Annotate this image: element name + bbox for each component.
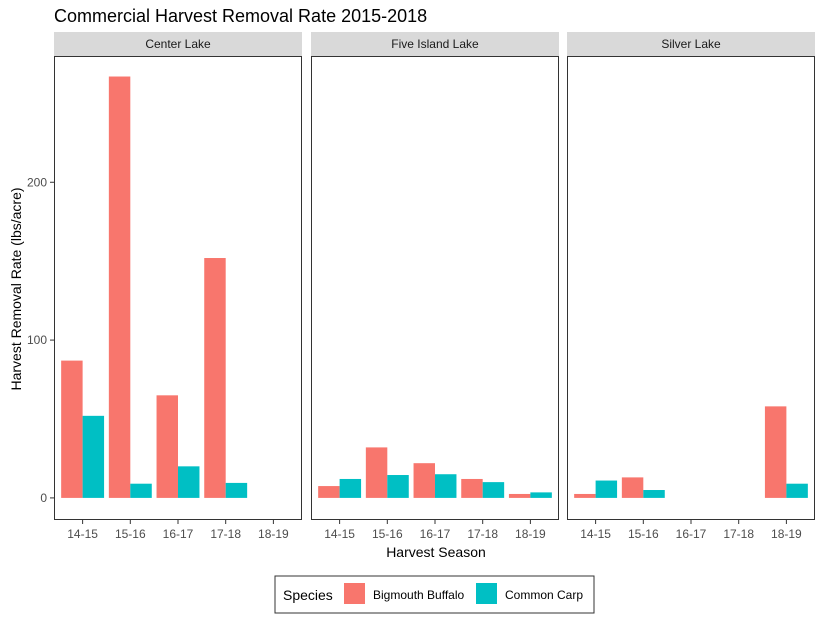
bar-silver-lake-bigmouth-buffalo-14-15 [574, 493, 596, 498]
y-tick-label: 0 [40, 491, 47, 505]
bar-center-lake-bigmouth-buffalo-17-18 [204, 258, 226, 498]
panel-strip-label: Silver Lake [661, 37, 721, 51]
panel-silver-lake: Silver Lake 14-15 15-16 16-17 17-18 18-19 [567, 32, 815, 541]
x-tick-label: 16-17 [676, 527, 707, 541]
bar-five-island-lake-common-carp-15-16 [387, 475, 409, 498]
x-tick-label: 16-17 [420, 527, 451, 541]
bar-five-island-lake-bigmouth-buffalo-15-16 [365, 447, 388, 498]
bar-five-island-lake-bigmouth-buffalo-14-15 [318, 486, 340, 498]
panel-center-lake: Center Lake 14-15 15-16 16-17 17-18 18-19 [54, 32, 302, 541]
legend-key-bigmouth-buffalo [344, 583, 365, 604]
x-tick-label: 17-18 [723, 527, 754, 541]
x-tick-label: 18-19 [258, 527, 289, 541]
bar-five-island-lake-bigmouth-buffalo-16-17 [413, 463, 435, 498]
x-tick-label: 14-15 [67, 527, 98, 541]
x-tick-label: 18-19 [771, 527, 802, 541]
panel-strip-label: Center Lake [145, 37, 211, 51]
legend: Species Bigmouth Buffalo Common Carp [274, 575, 595, 614]
y-axis-title: Harvest Removal Rate (lbs/acre) [8, 187, 24, 390]
bar-center-lake-bigmouth-buffalo-14-15 [61, 360, 83, 498]
legend-title: Species [283, 587, 333, 603]
bar-five-island-lake-common-carp-18-19 [530, 492, 552, 498]
panel-strip [311, 32, 559, 56]
bar-center-lake-bigmouth-buffalo-15-16 [108, 76, 131, 498]
panel-border [567, 56, 815, 520]
panel-border [54, 56, 302, 520]
x-axis-title: Harvest Season [386, 544, 486, 560]
bar-five-island-lake-common-carp-17-18 [482, 482, 505, 498]
bar-five-island-lake-bigmouth-buffalo-17-18 [461, 478, 483, 498]
legend-key-common-carp [476, 583, 497, 604]
bar-silver-lake-common-carp-15-16 [643, 490, 665, 498]
bar-silver-lake-bigmouth-buffalo-15-16 [621, 477, 644, 498]
x-tick-label: 15-16 [115, 527, 146, 541]
y-tick-label: 200 [27, 175, 47, 189]
bar-five-island-lake-bigmouth-buffalo-18-19 [508, 493, 531, 498]
x-tick-label: 15-16 [628, 527, 659, 541]
panel-border [311, 56, 559, 520]
panel-five-island-lake: Five Island Lake 14-15 15-16 16-17 17-18 18-1… [311, 32, 559, 541]
bar-center-lake-common-carp-16-17 [178, 466, 200, 498]
legend-label-bigmouth-buffalo: Bigmouth Buffalo [373, 588, 464, 602]
x-tick-label: 14-15 [324, 527, 355, 541]
panel-strip [54, 32, 302, 56]
panel-strip-label: Five Island Lake [391, 37, 479, 51]
bar-silver-lake-common-carp-18-19 [786, 483, 808, 498]
bar-five-island-lake-common-carp-16-17 [435, 474, 457, 498]
bar-center-lake-common-carp-17-18 [225, 482, 248, 498]
legend-box [274, 575, 595, 614]
x-tick-label: 16-17 [163, 527, 194, 541]
chart-title: Commercial Harvest Removal Rate 2015-201… [54, 6, 427, 26]
x-tick-label: 14-15 [580, 527, 611, 541]
x-tick-label: 17-18 [467, 527, 498, 541]
x-tick-label: 17-18 [210, 527, 241, 541]
x-tick-label: 18-19 [515, 527, 546, 541]
bar-center-lake-common-carp-14-15 [82, 415, 105, 498]
legend-label-common-carp: Common Carp [505, 588, 583, 602]
bar-five-island-lake-common-carp-14-15 [339, 478, 362, 498]
bar-silver-lake-bigmouth-buffalo-18-19 [764, 406, 787, 498]
bar-center-lake-bigmouth-buffalo-16-17 [156, 395, 178, 498]
panel-strip [567, 32, 815, 56]
y-tick-label: 100 [27, 333, 47, 347]
x-tick-label: 15-16 [372, 527, 403, 541]
bar-silver-lake-common-carp-14-15 [595, 480, 618, 498]
bar-center-lake-common-carp-15-16 [130, 483, 152, 498]
